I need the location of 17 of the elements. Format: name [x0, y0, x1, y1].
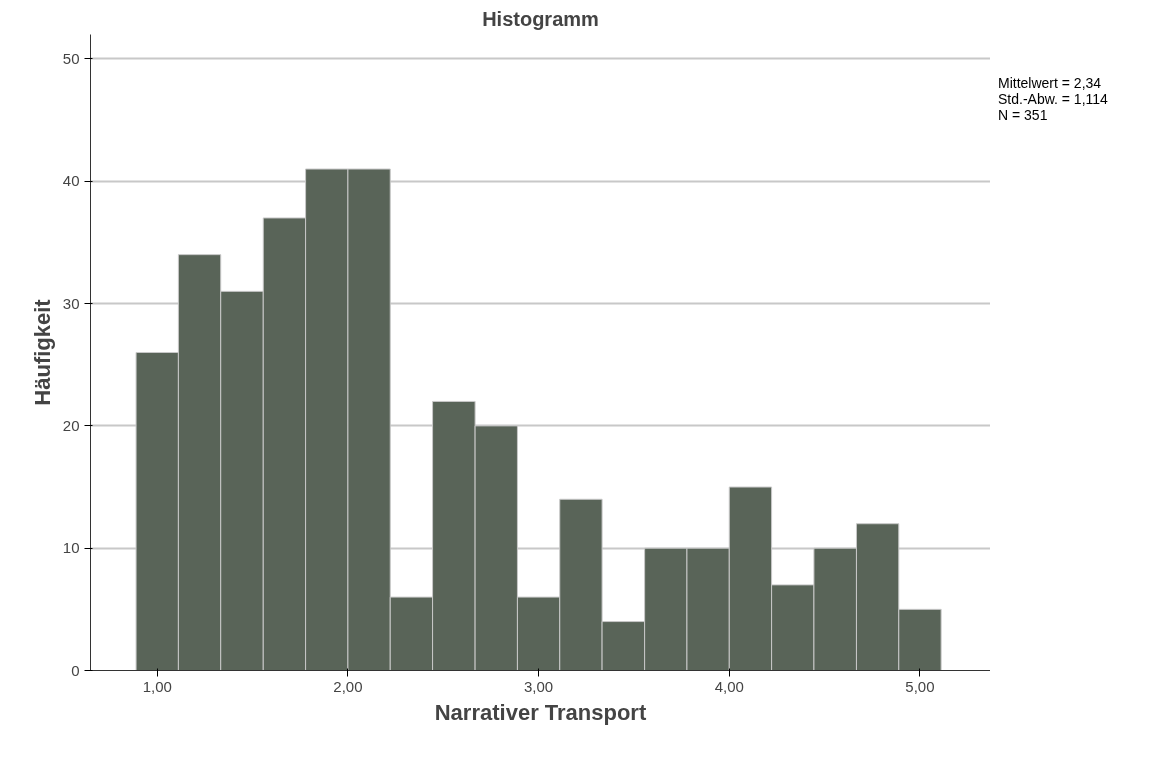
- text: N = 351: [998, 107, 1049, 123]
- text: Std.-Abw. = 1,114: [998, 91, 1108, 107]
- text: Mittelwert = 2,34: [998, 75, 1103, 91]
- x-axis-title: Narrativer Transport: [434, 699, 647, 725]
- x-tick-label: 3,00: [524, 677, 554, 695]
- x-tick-label: 1,00: [142, 677, 172, 695]
- y-tick-label: 10: [62, 539, 80, 557]
- x-tick-label: 5,00: [905, 677, 935, 695]
- y-tick-label: 30: [62, 294, 80, 312]
- chart-title: Histogramm: [482, 7, 599, 30]
- y-tick-label: 20: [62, 416, 80, 434]
- y-axis-title: Häufigkeit: [29, 298, 55, 406]
- y-tick-label: 0: [71, 661, 80, 679]
- x-tick-label: 2,00: [333, 677, 363, 695]
- y-tick-label: 40: [62, 172, 80, 190]
- y-tick-label: 50: [62, 49, 80, 67]
- x-tick-label: 4,00: [714, 677, 744, 695]
